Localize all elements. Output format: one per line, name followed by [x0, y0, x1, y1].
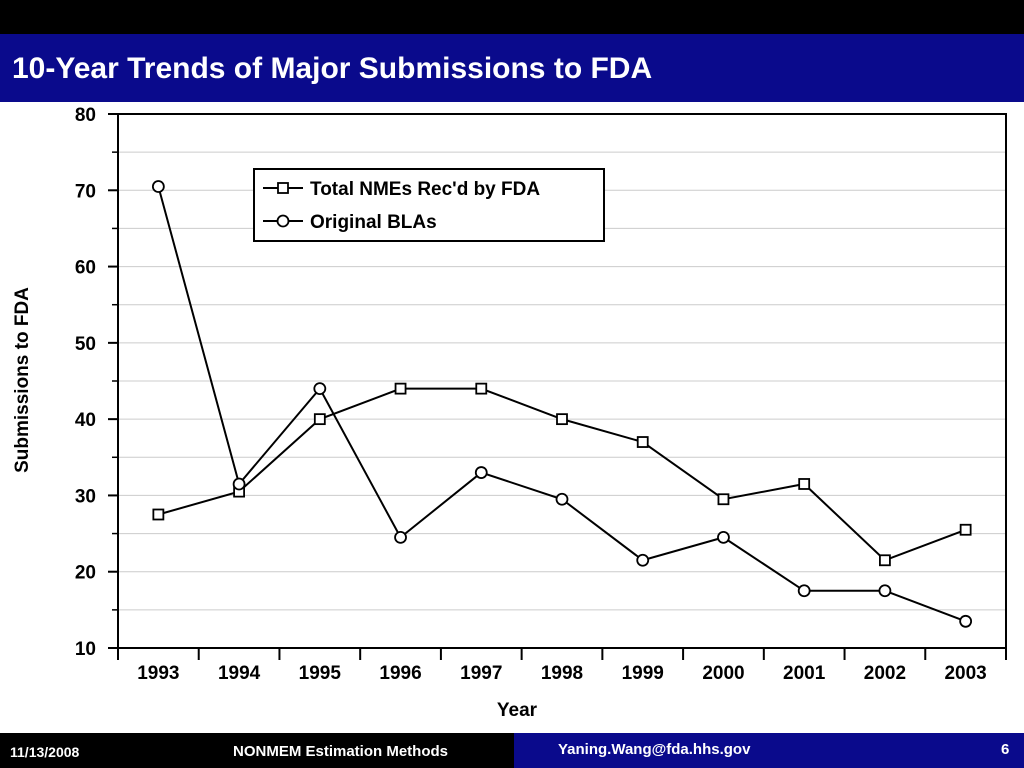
data-point-square [475, 382, 488, 395]
y-tick-label: 10 [75, 639, 96, 660]
data-point-circle [555, 492, 569, 506]
data-point-circle [878, 584, 892, 598]
y-tick-label: 30 [75, 486, 96, 507]
data-point-circle [636, 553, 650, 567]
y-axis-title: Submissions to FDA [12, 287, 33, 473]
footer-email: Yaning.Wang@fda.hhs.gov [558, 741, 751, 758]
data-point-circle [474, 466, 488, 479]
y-tick-label: 70 [75, 181, 96, 202]
data-point-circle [232, 477, 246, 491]
data-point-square [879, 554, 891, 567]
legend-marker-circle [276, 214, 290, 228]
x-tick-label: 1993 [137, 663, 179, 684]
y-tick-label: 40 [75, 410, 96, 431]
x-tick-label: 1997 [460, 663, 502, 684]
footer-date: 11/13/2008 [10, 744, 80, 760]
data-point-circle [313, 382, 327, 396]
data-point-square [152, 508, 165, 521]
data-point-square [394, 382, 407, 395]
top-strip [0, 0, 1024, 34]
x-tick-label: 2000 [702, 663, 744, 684]
data-point-circle [797, 584, 811, 598]
x-tick-label: 1998 [541, 663, 583, 684]
data-point-circle [151, 180, 165, 193]
series-line [157, 186, 966, 623]
legend-label: Total NMEs Rec'd by FDA [310, 179, 540, 200]
legend-box [253, 168, 605, 242]
legend-label: Original BLAs [310, 212, 437, 233]
y-tick-label: 80 [75, 105, 96, 126]
x-axis-title: Year [497, 700, 538, 721]
footer-email-box [514, 733, 1024, 768]
x-tick-label: 1996 [379, 663, 421, 684]
x-tick-label: 2002 [864, 663, 906, 684]
data-point-square [717, 493, 730, 506]
x-tick-label: 1994 [218, 663, 261, 684]
data-point-circle [394, 530, 407, 544]
data-point-square [959, 523, 972, 536]
legend-marker-square [277, 182, 289, 194]
footer: 11/13/2008 NONMEM Estimation Methods Yan… [0, 733, 1024, 768]
y-tick-label: 60 [75, 258, 96, 279]
data-point-square [636, 436, 649, 448]
y-tick-label: 20 [75, 563, 96, 584]
x-tick-label: 2001 [783, 663, 826, 684]
title-bar: 10-Year Trends of Major Submissions to F… [0, 34, 1024, 102]
slide-title: 10-Year Trends of Major Submissions to F… [12, 52, 653, 85]
footer-page-number: 6 [1001, 741, 1010, 758]
y-tick-label: 50 [75, 334, 96, 355]
x-tick-label: 2003 [944, 663, 986, 684]
x-tick-label: 1995 [299, 663, 342, 684]
footer-presentation-title: NONMEM Estimation Methods [233, 743, 449, 760]
x-tick-label: 1999 [622, 663, 664, 684]
data-point-square [798, 478, 811, 490]
data-point-square [313, 413, 326, 426]
data-point-square [556, 413, 568, 426]
data-point-circle [959, 614, 973, 628]
data-point-circle [717, 530, 730, 544]
line-chart: 10 20 30 40 50 60 70 80 1993 1994 1995 1996 1997 1998… [12, 105, 1007, 721]
